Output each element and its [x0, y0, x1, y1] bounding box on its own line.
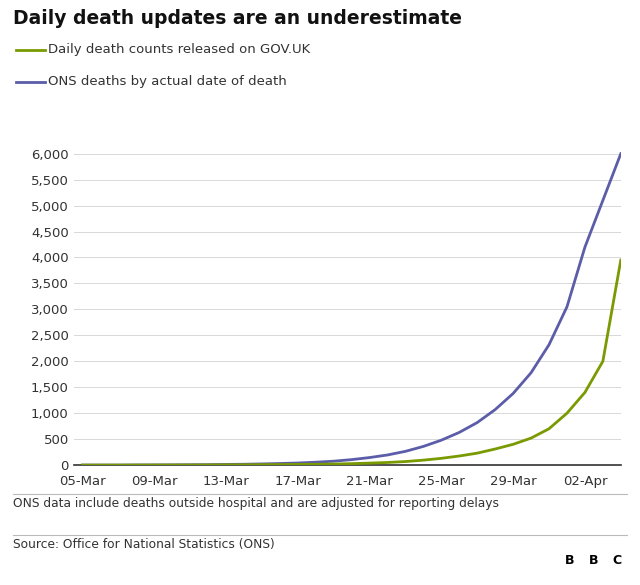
Text: Daily death counts released on GOV.UK: Daily death counts released on GOV.UK — [48, 43, 310, 56]
Text: B: B — [565, 553, 575, 567]
Text: B: B — [589, 553, 598, 567]
FancyBboxPatch shape — [607, 548, 627, 573]
Text: Daily death updates are an underestimate: Daily death updates are an underestimate — [13, 9, 462, 27]
Text: C: C — [612, 553, 622, 567]
Text: ONS data include deaths outside hospital and are adjusted for reporting delays: ONS data include deaths outside hospital… — [13, 497, 499, 510]
Text: Source: Office for National Statistics (ONS): Source: Office for National Statistics (… — [13, 538, 275, 551]
FancyBboxPatch shape — [560, 548, 580, 573]
Text: ONS deaths by actual date of death: ONS deaths by actual date of death — [48, 75, 287, 88]
FancyBboxPatch shape — [584, 548, 604, 573]
